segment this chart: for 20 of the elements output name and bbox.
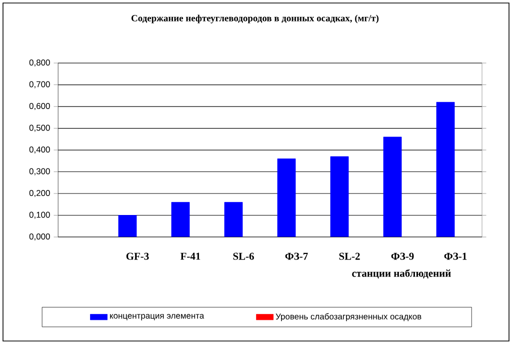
y-tick-label: 0,100 [29,212,50,219]
y-tick-label: 0,700 [29,81,50,88]
y-tick-label: 0,300 [29,168,50,176]
y-tick-label: 0,500 [29,124,50,132]
legend-label: концентрация элемента [110,314,204,320]
chart-title: Содержание нефтеуглеводородов в донных осадках, (мг/т) [132,14,379,24]
x-tick-label: ФЗ-9 [391,252,414,260]
x-tick-label: ФЗ-7 [285,252,308,260]
x-axis-title: станции наблюдений [352,269,451,279]
y-tick-label: 0,400 [29,146,50,154]
x-tick-label: SL-6 [233,252,254,260]
y-tick-label: 0,000 [29,234,50,240]
y-tick-label: 0,800 [29,60,50,67]
y-tick-label: 0,600 [29,103,50,110]
legend-label: Уровень слабозагрязненных осадков [276,313,422,322]
x-tick-label: SL-2 [339,252,360,260]
x-tick-label: GF-3 [126,252,149,260]
x-tick-label: F-41 [180,252,200,260]
y-tick-label: 0,200 [29,190,50,198]
x-tick-label: ФЗ-1 [444,252,467,260]
